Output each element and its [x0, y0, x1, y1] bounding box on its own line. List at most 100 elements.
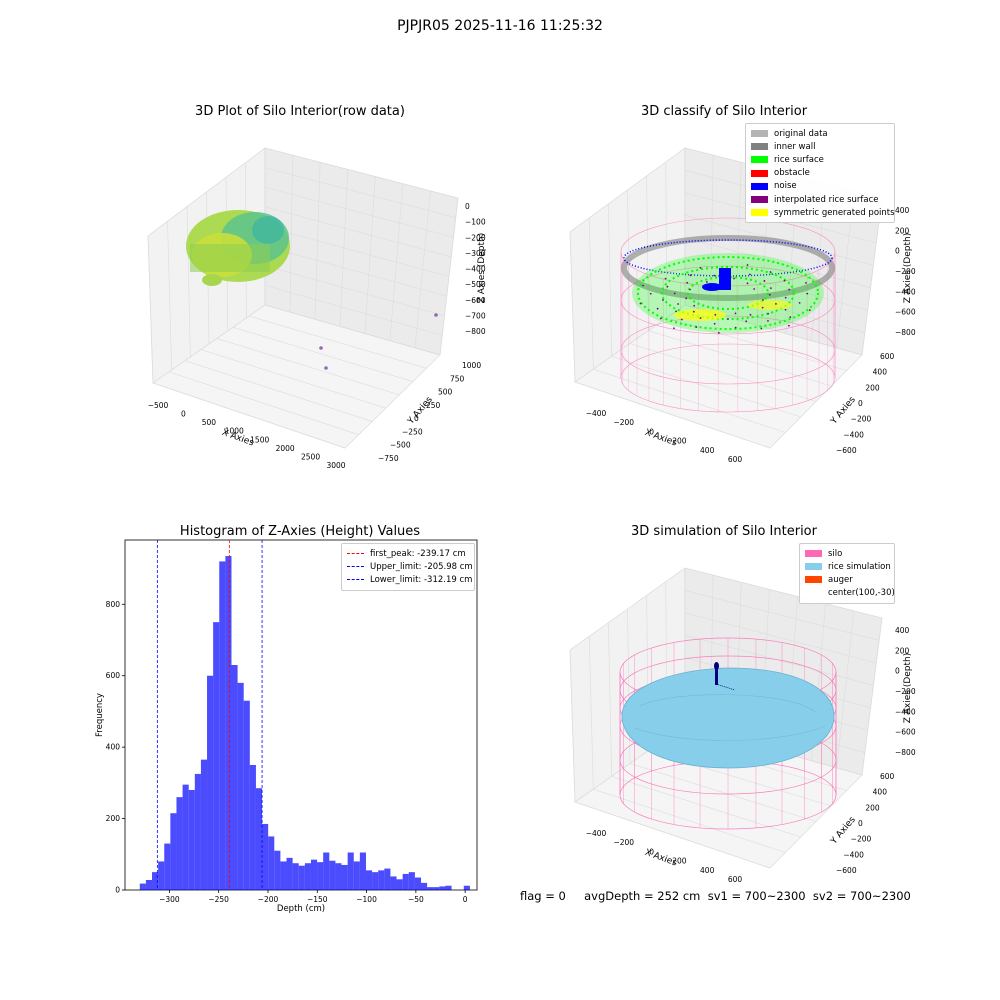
gridline — [627, 608, 631, 764]
classify-rice-surface — [632, 253, 824, 333]
legend-line-icon — [347, 566, 364, 568]
purple-point — [769, 287, 772, 290]
cls-z-tick-label: 0 — [895, 247, 900, 256]
histogram-x-tick-label: 0 — [463, 895, 468, 904]
histogram-x-tick-label: −150 — [307, 895, 328, 904]
histogram-bar — [188, 790, 195, 890]
histogram-bar — [445, 885, 452, 890]
purple-point — [692, 310, 695, 313]
purple-point — [783, 279, 786, 282]
cls-z-tick-label: −600 — [895, 308, 916, 317]
raw-y-tick-label: −250 — [402, 427, 423, 436]
purple-point — [699, 317, 702, 319]
gridline — [264, 304, 441, 356]
legend-swatch — [751, 209, 768, 217]
purple-point — [805, 282, 807, 284]
gridline — [264, 206, 452, 258]
sim-y-tick-label: −200 — [851, 835, 872, 844]
simulation-x-axis-label: X Axies — [643, 848, 678, 869]
raw-x-tick-label: 1500 — [250, 435, 269, 444]
purple-point — [639, 302, 642, 305]
classify-legend-entry: symmetric generated points — [751, 206, 895, 219]
purple-point — [784, 308, 787, 311]
gridline — [646, 175, 649, 331]
classify-legend-label: symmetric generated points — [774, 207, 895, 218]
gridline — [588, 217, 594, 370]
histogram-bar — [280, 861, 287, 890]
histogram-bar — [365, 870, 373, 890]
histogram-legend-label: Upper_limit: -205.98 cm — [370, 561, 473, 572]
gridline — [574, 381, 771, 449]
classify-legend-label: rice surface — [774, 154, 824, 165]
classify-legend-label: interpolated rice surface — [774, 194, 879, 205]
gridline — [574, 801, 771, 869]
histogram-y-tick-label: 600 — [106, 671, 121, 680]
purple-point — [769, 271, 772, 273]
purple-point — [734, 326, 737, 329]
purple-point — [677, 303, 680, 305]
gridline — [861, 617, 883, 776]
purple-point — [727, 318, 729, 320]
legend-line-icon — [347, 553, 364, 555]
sim-x-tick-label: 0 — [649, 847, 654, 856]
classify-legend-entry: rice surface — [751, 153, 889, 166]
histogram-x-tick-label: −200 — [258, 895, 279, 904]
purple-point — [689, 288, 691, 291]
raw-x-tick-label: 3000 — [326, 461, 345, 470]
purple-point — [806, 292, 809, 295]
histogram-bar — [304, 863, 311, 890]
purple-point — [745, 320, 748, 323]
histogram-bar — [219, 561, 226, 890]
classify-legend-entry: noise — [751, 180, 889, 193]
gridline — [200, 349, 386, 409]
gridline — [232, 326, 413, 382]
raw-z-tick-label: −700 — [465, 311, 486, 320]
raw-x-tick-label: −500 — [148, 401, 169, 410]
histogram-legend: first_peak: -239.17 cm Upper_limit: -205.… — [341, 543, 475, 591]
raw-outlier-point — [434, 313, 438, 317]
purple-point — [649, 292, 652, 295]
gridline — [264, 265, 445, 317]
gridline — [684, 590, 880, 641]
histogram-bar — [286, 857, 293, 890]
histogram-bar — [139, 883, 146, 890]
histogram-reference-lines — [156, 540, 263, 890]
raw-z-tick-label: −800 — [465, 327, 486, 336]
histogram-bar — [414, 877, 421, 890]
cls-y-tick-label: −600 — [836, 446, 857, 455]
raw-x-tick-label: 1000 — [225, 427, 244, 436]
gridline — [186, 206, 191, 358]
gridline — [248, 315, 427, 369]
purple-point — [662, 299, 664, 301]
purple-point — [693, 304, 696, 307]
simulation-x-ticks: −400 −200 0 200 400 600 — [586, 829, 743, 884]
simulation-auger — [714, 662, 736, 691]
histogram-bar — [274, 850, 281, 890]
classify-legend-label: inner wall — [774, 141, 816, 152]
histogram-legend-label: first_peak: -239.17 cm — [370, 548, 466, 559]
raw-y-tick-label: −500 — [390, 441, 411, 450]
histogram-y-ticks: 0 200 400 600 800 — [106, 600, 125, 895]
sim-y-tick-label: 400 — [873, 788, 888, 797]
histogram-legend-entry: Lower_limit: -312.19 cm — [347, 573, 472, 586]
purple-point — [746, 264, 749, 266]
purple-point — [673, 292, 676, 295]
histogram-bar — [292, 863, 299, 890]
histogram-y-tick-label: 800 — [106, 600, 121, 609]
sim-z-tick-label: 200 — [895, 646, 910, 655]
histogram-bar — [152, 872, 159, 890]
purple-point — [784, 296, 787, 299]
histogram-y-axis-label: Frequency — [95, 693, 105, 737]
classify-legend-label: noise — [774, 181, 797, 192]
gridline — [836, 610, 855, 768]
purple-point — [680, 318, 683, 321]
purple-point — [749, 313, 752, 316]
cls-y-tick-label: 600 — [880, 352, 895, 361]
purple-point — [768, 293, 771, 296]
gridline — [588, 636, 594, 790]
histogram-bar — [347, 852, 354, 890]
classify-z-axis-label: Z Axies (Depth) — [903, 233, 913, 304]
gridline — [684, 259, 868, 311]
histogram-y-tick-label: 200 — [106, 814, 121, 823]
histogram-bar — [145, 880, 153, 890]
